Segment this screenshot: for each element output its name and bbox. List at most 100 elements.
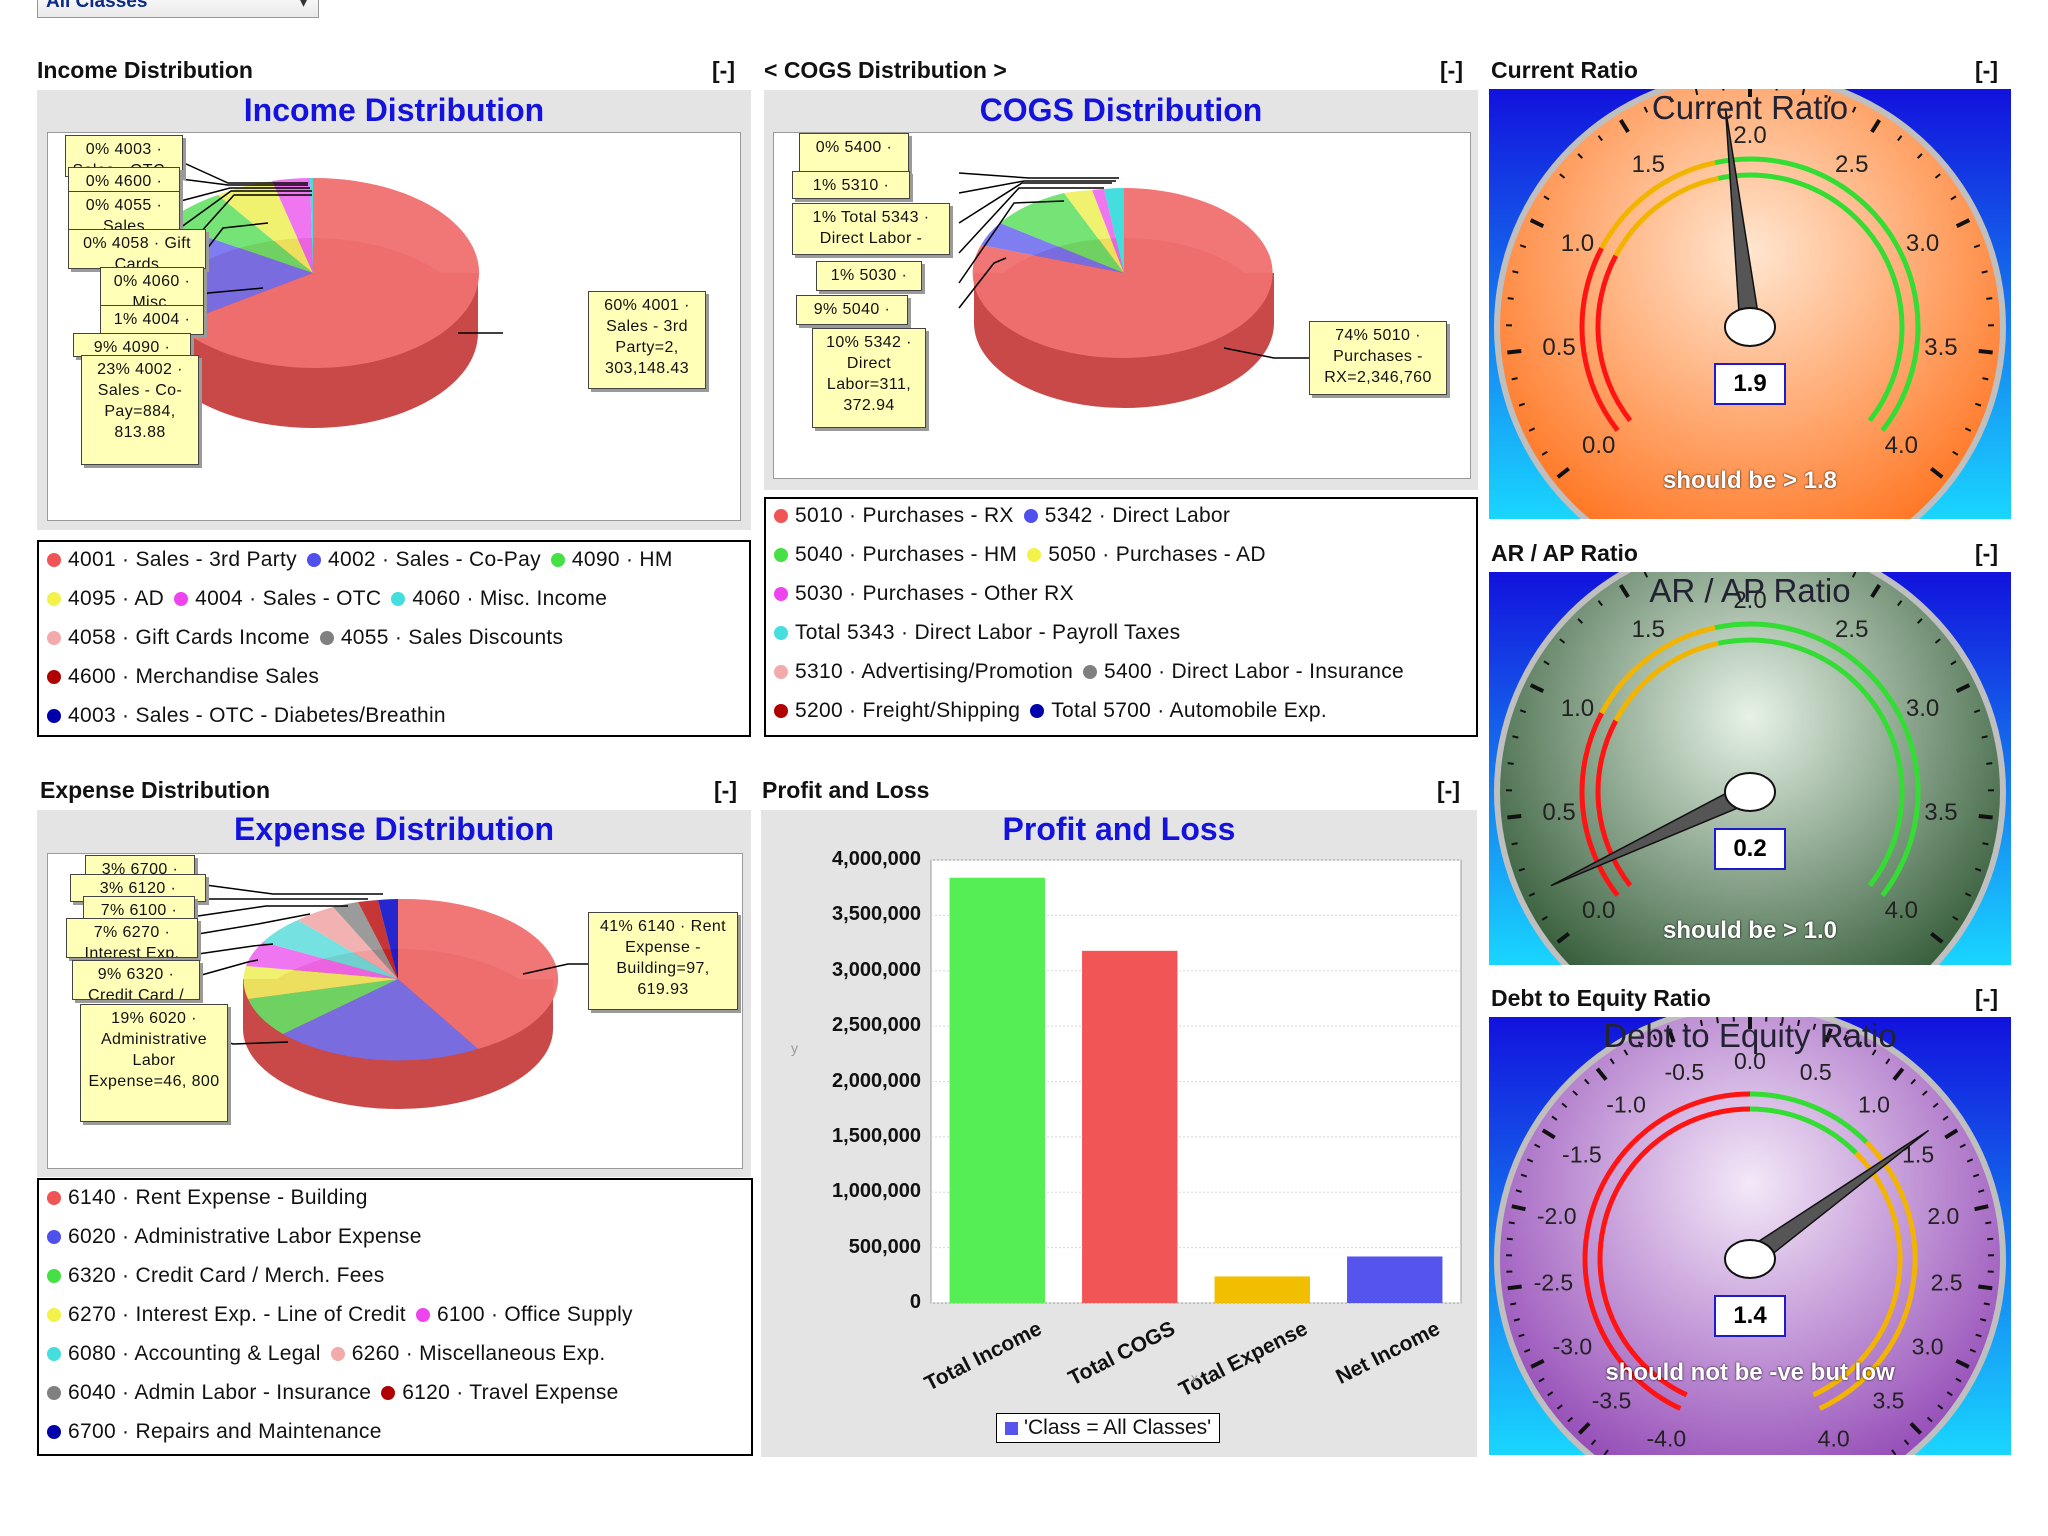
legend-item: 6700 · Repairs and Maintenance [47, 1420, 382, 1444]
gauge-tick [1577, 1422, 1591, 1435]
chevron-down-icon[interactable]: ▾ [300, 0, 308, 10]
legend-swatch-icon [774, 587, 788, 601]
gauge-face [1500, 1017, 2000, 1455]
gauge-tick-label: -4.0 [1647, 1425, 1687, 1451]
gauge-tick [1603, 1449, 1609, 1455]
cogs-slice-5010 [972, 188, 1273, 358]
gauge-tick [1937, 1404, 1944, 1410]
gauge-tick [1619, 584, 1630, 599]
gauge-value-readout: 1.4 [1714, 1295, 1786, 1337]
gauge-tick [1567, 1416, 1574, 1423]
cogs-slice-5040 [1000, 193, 1124, 273]
gauge-tick [1978, 349, 1993, 355]
gauge-tick [1518, 402, 1526, 407]
cogs-callout: 74% 5010 · Purchases - RX=2,346,760 [1309, 321, 1447, 395]
cogs-callout: 9% 5040 · [796, 295, 908, 325]
arap-collapse-button[interactable]: [-] [1975, 540, 1998, 566]
gauge-hub [1724, 772, 1776, 812]
expense-collapse-button[interactable]: [-] [714, 777, 737, 803]
gauge-tick [1983, 1302, 1990, 1306]
legend-swatch-icon [47, 1425, 61, 1439]
gauge-tick [1683, 1023, 1688, 1030]
income-slice-4090 [166, 195, 313, 273]
expense-callout: 7% 6270 · Interest Exp. [66, 918, 198, 958]
pl-y-axis-label: y [791, 1040, 798, 1056]
gauge-tick [1969, 1348, 1977, 1353]
pl-panel-title: Profit and Loss [762, 777, 930, 803]
gauge-tick [1985, 1221, 1992, 1225]
pl-bars [949, 877, 1443, 1303]
legend-swatch-icon [774, 665, 788, 679]
legend-label: 6120 · Travel Expense [402, 1381, 619, 1404]
gauge-tick-label: 0.0 [1734, 1048, 1766, 1074]
gauge-tick [1982, 377, 1989, 381]
gauge-tick [1964, 892, 1972, 897]
pl-bar-total-income [949, 877, 1045, 1303]
class-filter-select[interactable]: All Classes [37, 0, 319, 18]
gauge-tick-label: 0.5 [1542, 334, 1575, 361]
gauge-band [1613, 175, 1719, 257]
legend-swatch-icon [47, 1269, 61, 1283]
gauge-tick-label: 2.5 [1931, 1270, 1963, 1296]
legend-label: 4002 · Sales - Co-Pay [327, 548, 541, 571]
cogs-callout: 1% Total 5343 · Direct Labor - [792, 203, 950, 255]
legend-label: Total 5700 · Automobile Exp. [1051, 699, 1327, 722]
legend-swatch-icon [47, 592, 61, 606]
legend-item: 6080 · Accounting & Legal [47, 1342, 321, 1366]
income-chart-heading: Income Distribution [243, 92, 545, 128]
pl-y-tick-label: 0 [909, 1291, 921, 1313]
cogs-callout: 10% 5342 · Direct Labor=311, 372.94 [812, 328, 926, 428]
pl-bar-total-expense [1214, 1276, 1310, 1303]
debt-collapse-button[interactable]: [-] [1975, 985, 1998, 1011]
legend-label: 6140 · Rent Expense - Building [68, 1186, 368, 1209]
gauge-tick [1577, 618, 1584, 624]
gauge-tick [1921, 1090, 1928, 1096]
gauge-tick [1609, 1058, 1615, 1065]
cogs-panel-title[interactable]: < COGS Distribution > [764, 57, 1007, 83]
gauge-tick [1892, 1067, 1905, 1081]
legend-item: 6040 · Admin Labor - Insurance [47, 1381, 371, 1405]
income-pie [144, 157, 503, 428]
gauge-band [1714, 621, 1921, 897]
pl-x-axis-label: x [1191, 1370, 1198, 1386]
gauge-tick-label: 4.0 [1818, 1425, 1850, 1451]
gauge-tick [1781, 1017, 1784, 1024]
gauge-tick-label: 2.0 [1733, 587, 1766, 614]
gauge-tick [1944, 1128, 1959, 1140]
gauge-tick [1547, 1391, 1554, 1397]
gauge-tick [1507, 1284, 1522, 1291]
gauge-heading: AR / AP Ratio [1649, 572, 1851, 609]
gauge-tick-label: -2.5 [1534, 1270, 1574, 1296]
gauge-tick [1926, 1416, 1933, 1423]
legend-swatch-icon [319, 631, 334, 645]
gauge-tick-label: 1.5 [1632, 616, 1665, 643]
cogs-plot-area: 0% 5400 · 1% 5310 · 1% Total 5343 · Dire… [773, 132, 1471, 479]
legend-item: 5040 · Purchases - HM [774, 543, 1017, 567]
gauge-heading: Debt to Equity Ratio [1603, 1017, 1897, 1054]
cogs-collapse-button[interactable]: [-] [1440, 57, 1463, 83]
gauge-band [1818, 1140, 1918, 1411]
gauge-tick [1952, 915, 1959, 921]
pl-y-tick-label: 1,500,000 [832, 1124, 921, 1147]
legend-swatch-icon [1030, 704, 1045, 718]
gauge-value-readout: 0.2 [1714, 828, 1786, 870]
pl-collapse-button[interactable]: [-] [1437, 777, 1460, 803]
gauge-tick [1623, 1049, 1629, 1056]
gauge-tick [1966, 1158, 1974, 1163]
gauge-tick [1891, 1449, 1897, 1455]
gauge-tick [1974, 867, 1982, 872]
cogs-chart-heading: COGS Distribution [979, 92, 1263, 128]
current-collapse-button[interactable]: [-] [1975, 57, 1998, 83]
legend-row: Total 5343 · Direct Labor - Payroll Taxe… [774, 621, 1190, 645]
gauge-tick [1513, 1318, 1520, 1322]
cogs-pie [958, 172, 1309, 408]
gauge-band [1599, 625, 1716, 715]
cogs-slice-5342 [981, 223, 1124, 273]
gauge-tick [1857, 1041, 1863, 1048]
income-collapse-button[interactable]: [-] [712, 57, 735, 83]
gauge-tick [1981, 270, 1988, 274]
gauge-tick [1955, 1377, 1962, 1383]
gauge-tick [1643, 106, 1649, 113]
gauge-tick-label: 4.0 [1885, 432, 1918, 459]
gauge-tick [1950, 195, 1957, 201]
